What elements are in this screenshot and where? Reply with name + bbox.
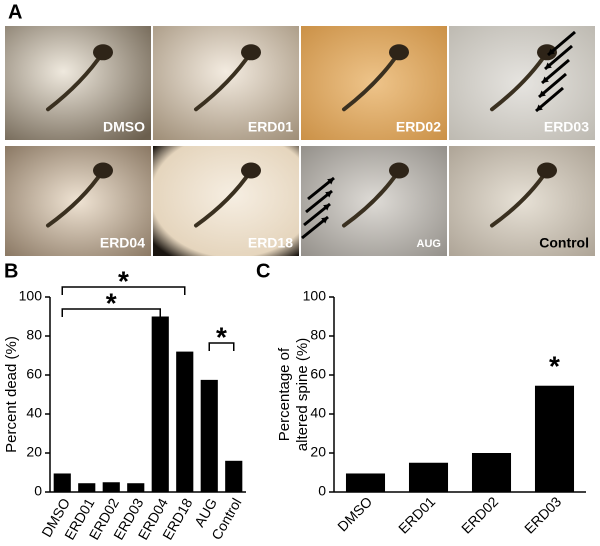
arrow-head xyxy=(327,178,334,185)
x-tick-label: ERD03 xyxy=(521,493,564,536)
photo-label: ERD03 xyxy=(544,119,589,135)
arrow-head xyxy=(325,191,332,198)
bar xyxy=(78,483,96,492)
bar xyxy=(408,462,449,492)
significance-marker: * xyxy=(118,265,129,296)
photo-label: ERD02 xyxy=(396,119,441,135)
bar xyxy=(151,316,169,492)
photo-label: Control xyxy=(539,235,589,251)
larva-head xyxy=(241,162,261,179)
arrow-head xyxy=(548,48,555,55)
larva-head xyxy=(389,44,409,61)
bar xyxy=(225,460,243,492)
larva-head xyxy=(389,162,409,179)
panel-label: C xyxy=(256,260,270,282)
significance-marker: * xyxy=(549,350,560,381)
significance-bracket xyxy=(61,286,186,295)
bar xyxy=(471,453,512,492)
significance-marker: * xyxy=(106,287,117,318)
significance-bracket xyxy=(61,308,161,317)
larva-head xyxy=(93,44,113,61)
photo-label: DMSO xyxy=(103,119,145,135)
photo-label: ERD01 xyxy=(248,119,293,135)
arrow-head xyxy=(536,104,543,111)
y-tick-label: 80 xyxy=(26,327,42,343)
bar xyxy=(102,482,120,492)
bar xyxy=(127,483,145,492)
y-tick-label: 80 xyxy=(310,327,326,343)
bar xyxy=(176,351,194,492)
bar xyxy=(53,473,71,492)
y-tick-label: 40 xyxy=(26,405,42,421)
y-tick-label: 20 xyxy=(310,444,326,460)
y-tick-label: 0 xyxy=(318,483,326,499)
y-axis-label: Percent dead (%) xyxy=(3,336,20,453)
photo-label: ERD04 xyxy=(100,235,145,251)
arrow-head xyxy=(321,217,328,224)
y-axis-label: Percentage of xyxy=(276,347,293,441)
y-tick-label: 40 xyxy=(310,405,326,421)
larva-head xyxy=(241,44,261,61)
arrow-head xyxy=(323,204,330,211)
y-tick-label: 60 xyxy=(310,366,326,382)
photo-label: AUG xyxy=(417,238,441,250)
y-tick-label: 20 xyxy=(26,444,42,460)
arrow-head xyxy=(542,76,549,83)
y-axis-label: altered spine (%) xyxy=(294,338,311,451)
y-tick-label: 100 xyxy=(19,288,43,304)
x-tick-label: ERD02 xyxy=(458,493,501,536)
bar xyxy=(345,473,386,492)
significance-bracket xyxy=(208,342,235,351)
larva-head xyxy=(537,162,557,179)
x-tick-label: DMSO xyxy=(334,493,375,534)
bar xyxy=(534,385,575,492)
y-tick-label: 0 xyxy=(34,483,42,499)
arrow-head xyxy=(545,62,552,69)
larva-head xyxy=(93,162,113,179)
panel-label: B xyxy=(4,260,18,282)
panel-label: A xyxy=(8,1,22,23)
y-tick-label: 60 xyxy=(26,366,42,382)
x-tick-label: ERD01 xyxy=(395,493,438,536)
arrow-head xyxy=(539,90,546,97)
photo-label: ERD18 xyxy=(248,235,293,251)
y-tick-label: 100 xyxy=(303,288,327,304)
larva-head xyxy=(537,44,557,61)
significance-marker: * xyxy=(216,321,227,352)
bar xyxy=(200,379,218,492)
